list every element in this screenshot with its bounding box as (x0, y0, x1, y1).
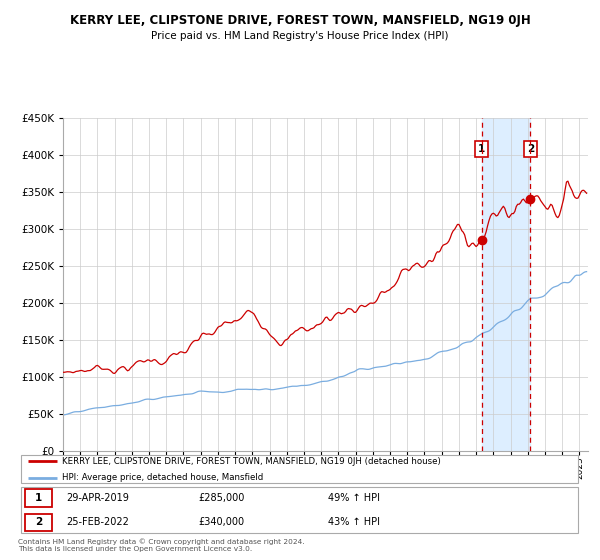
Text: Price paid vs. HM Land Registry's House Price Index (HPI): Price paid vs. HM Land Registry's House … (151, 31, 449, 41)
FancyBboxPatch shape (25, 514, 52, 531)
Text: 2: 2 (35, 517, 42, 528)
Text: 25-FEB-2022: 25-FEB-2022 (66, 517, 129, 528)
Text: HPI: Average price, detached house, Mansfield: HPI: Average price, detached house, Mans… (62, 473, 263, 482)
FancyBboxPatch shape (21, 488, 578, 533)
Text: 1: 1 (478, 144, 485, 154)
FancyBboxPatch shape (21, 455, 578, 483)
Text: £340,000: £340,000 (199, 517, 245, 528)
Text: 1: 1 (35, 493, 42, 503)
Text: Contains HM Land Registry data © Crown copyright and database right 2024.
This d: Contains HM Land Registry data © Crown c… (18, 539, 305, 552)
Bar (482, 118, 530, 451)
Text: KERRY LEE, CLIPSTONE DRIVE, FOREST TOWN, MANSFIELD, NG19 0JH: KERRY LEE, CLIPSTONE DRIVE, FOREST TOWN,… (70, 14, 530, 27)
Text: 29-APR-2019: 29-APR-2019 (66, 493, 129, 503)
Text: 49% ↑ HPI: 49% ↑ HPI (328, 493, 380, 503)
Text: 43% ↑ HPI: 43% ↑ HPI (328, 517, 380, 528)
Text: 2: 2 (527, 144, 534, 154)
Text: KERRY LEE, CLIPSTONE DRIVE, FOREST TOWN, MANSFIELD, NG19 0JH (detached house): KERRY LEE, CLIPSTONE DRIVE, FOREST TOWN,… (62, 457, 441, 466)
FancyBboxPatch shape (25, 489, 52, 507)
Text: £285,000: £285,000 (199, 493, 245, 503)
